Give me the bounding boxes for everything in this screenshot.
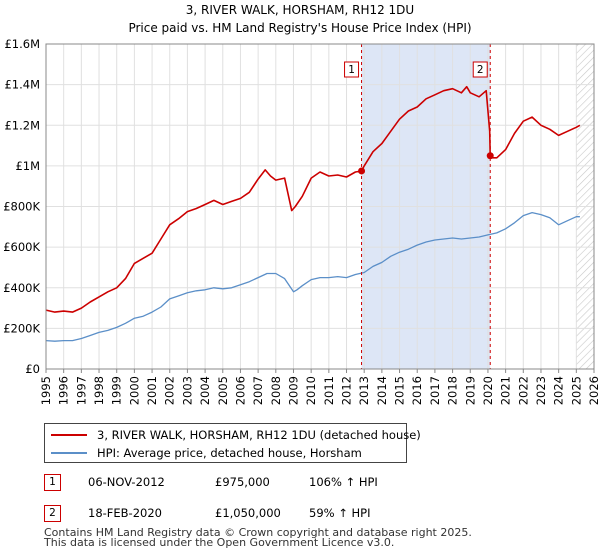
legend-swatch-property: [51, 434, 87, 436]
sale-1-point: [358, 167, 366, 175]
x-tick-label: 2021: [499, 376, 513, 405]
x-tick-label: 2009: [286, 376, 300, 405]
legend-item-property: 3, RIVER WALK, HORSHAM, RH12 1DU (detach…: [51, 427, 421, 443]
legend-swatch-hpi: [51, 452, 87, 454]
x-tick-label: 1999: [110, 376, 124, 405]
x-tick-label: 2000: [127, 376, 141, 405]
plot-frame: [45, 43, 595, 370]
x-tick-label: 2011: [322, 376, 336, 405]
x-tick-label: 2006: [233, 376, 247, 405]
x-tick-label: 2010: [304, 376, 318, 405]
footer: Contains HM Land Registry data © Crown c…: [44, 526, 472, 549]
sale-1-badge: [344, 61, 360, 78]
x-tick-label: 2015: [393, 376, 407, 405]
sale-date-2: 18-FEB-2020: [88, 506, 162, 520]
sale-date-1: 06-NOV-2012: [88, 475, 165, 489]
x-tick-label: 2008: [269, 376, 283, 405]
x-tick-label: 1998: [92, 376, 106, 405]
legend-item-hpi: HPI: Average price, detached house, Hors…: [51, 445, 362, 461]
x-tick-label: 2025: [569, 376, 583, 405]
x-tick-label: 2002: [163, 376, 177, 405]
price-chart: 3, RIVER WALK, HORSHAM, RH12 1DU Price p…: [3, 3, 600, 405]
legend-label-property: 3, RIVER WALK, HORSHAM, RH12 1DU (detach…: [97, 428, 421, 442]
y-tick-label: £600K: [3, 240, 40, 254]
x-tick-label: 2016: [410, 376, 424, 405]
x-tick-label: 2019: [463, 376, 477, 405]
chart-subtitle: Price paid vs. HM Land Registry's House …: [128, 21, 471, 35]
x-tick-label: 2001: [145, 376, 159, 405]
y-tick-label: £1.4M: [4, 78, 40, 92]
legend: 3, RIVER WALK, HORSHAM, RH12 1DU (detach…: [44, 423, 421, 463]
y-tick-label: £200K: [3, 321, 40, 335]
x-tick-label: 2022: [516, 376, 530, 405]
footer-licence: This data is licensed under the Open Gov…: [44, 536, 395, 549]
sale-badge-1: 1: [44, 474, 61, 491]
y-tick-label: £1.6M: [4, 37, 40, 51]
y-tick-label: £0: [25, 362, 40, 376]
chart-title: 3, RIVER WALK, HORSHAM, RH12 1DU: [186, 3, 414, 17]
x-tick-label: 2018: [446, 376, 460, 405]
sale-2-badge-label: 2: [477, 64, 484, 76]
x-tick-label: 2012: [340, 376, 354, 405]
sale-hpi-2: 59% ↑ HPI: [309, 506, 371, 520]
sale-price-2: £1,050,000: [215, 506, 281, 520]
sale-2-point: [486, 152, 494, 160]
sale-badge-2: 2: [44, 505, 61, 522]
x-tick-label: 2020: [481, 376, 495, 405]
y-tick-label: £1M: [15, 159, 40, 173]
hpi-line: [45, 211, 580, 342]
x-tick-label: 2017: [428, 376, 442, 405]
y-tick-label: £400K: [3, 281, 40, 295]
y-tick-label: £800K: [3, 200, 40, 214]
x-tick-label: 2007: [251, 376, 265, 405]
sale-hpi-1: 106% ↑ HPI: [309, 475, 378, 489]
x-tick-label: 1996: [57, 376, 71, 405]
y-tick-label: £1.2M: [4, 118, 40, 132]
x-tick-label: 2023: [534, 376, 548, 405]
sale-2-badge: [472, 61, 488, 78]
property-price-line: [45, 85, 581, 313]
sale-1-badge-label: 1: [348, 64, 355, 76]
x-tick-label: 1997: [74, 376, 88, 405]
footer-copyright: Contains HM Land Registry data © Crown c…: [44, 526, 472, 539]
x-tick-label: 2013: [357, 376, 371, 405]
x-tick-label: 2024: [552, 376, 566, 405]
x-tick-label: 2014: [375, 376, 389, 405]
sale-price-1: £975,000: [215, 475, 270, 489]
x-tick-label: 2003: [180, 376, 194, 405]
x-tick-label: 1995: [39, 376, 53, 405]
x-tick-label: 2026: [587, 376, 600, 405]
x-tick-label: 2004: [198, 376, 212, 405]
legend-label-hpi: HPI: Average price, detached house, Hors…: [97, 446, 362, 460]
x-tick-label: 2005: [216, 376, 230, 405]
